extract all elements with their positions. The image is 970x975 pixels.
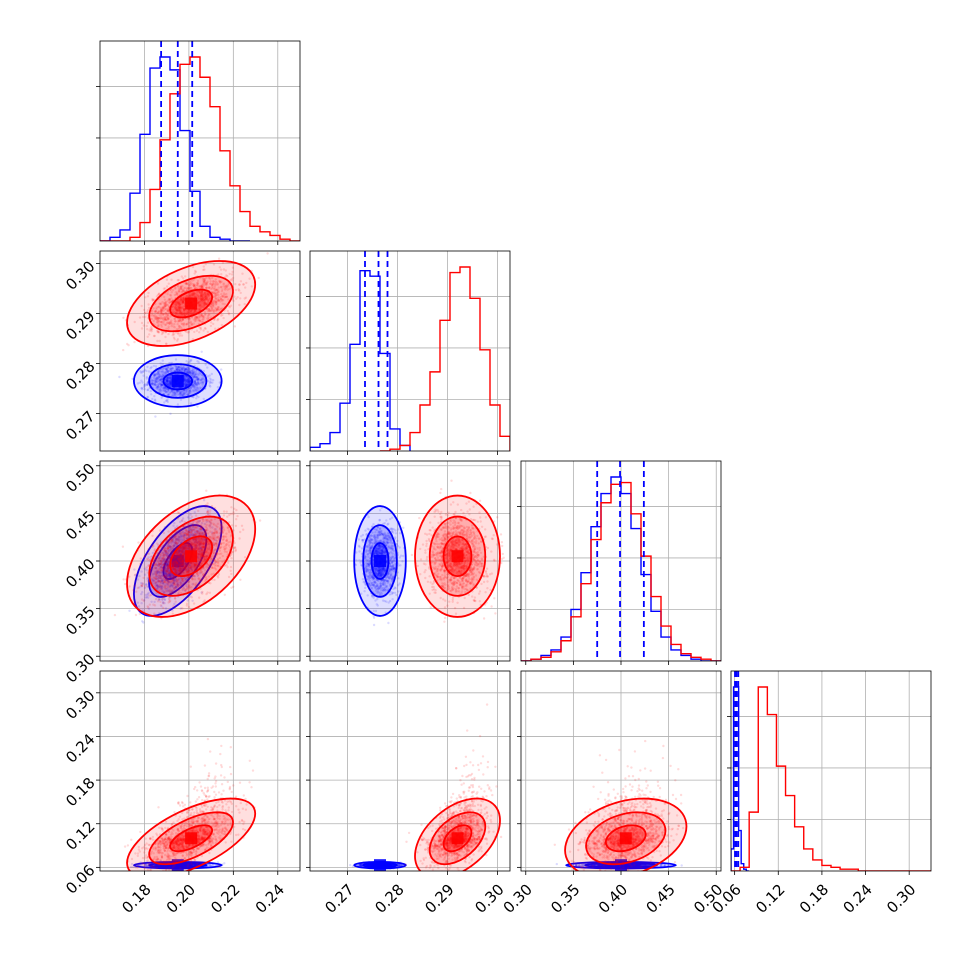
histogram-panel-3 [731, 671, 931, 871]
histogram-panel-0 [100, 41, 300, 241]
scatter-point [135, 614, 137, 616]
scatter-point [196, 405, 198, 407]
scatter-point [169, 413, 171, 415]
scatter-point [114, 614, 116, 616]
scatter-point [122, 317, 124, 319]
density-peak-red [185, 298, 197, 310]
scatter-point [122, 349, 124, 351]
scatter-point [201, 351, 203, 353]
scatter-point [142, 621, 144, 623]
scatter-point [234, 325, 236, 327]
scatter-point [205, 490, 207, 492]
histogram-blue-param-3 [731, 687, 749, 871]
scatter-point [266, 252, 268, 254]
histogram-panel-1 [310, 251, 510, 451]
scatter-point [220, 368, 222, 370]
scatter-point [258, 277, 260, 279]
histogram-panel-2 [521, 461, 721, 661]
histogram-red-param-3 [731, 687, 931, 871]
scatter-point [133, 341, 135, 343]
scatter-point [128, 610, 130, 612]
scatter-point [139, 613, 141, 615]
scatter-point [137, 541, 139, 543]
scatter-point [154, 415, 156, 417]
scatter-panel-1-0 [100, 244, 300, 451]
scatter-point [232, 586, 234, 588]
scatter-point [239, 579, 241, 581]
histogram-red-param-1 [380, 267, 510, 451]
density-peak-blue [172, 375, 184, 387]
scatter-point [118, 376, 120, 378]
histogram-blue-param-1 [310, 271, 410, 451]
scatter-point [122, 578, 124, 580]
scatter-point [218, 258, 220, 260]
scatter-point [126, 343, 128, 345]
scatter-panel-2-0 [100, 461, 300, 661]
histogram-blue-param-0 [100, 57, 250, 241]
scatter-point [259, 519, 261, 521]
scatter-point [224, 594, 226, 596]
